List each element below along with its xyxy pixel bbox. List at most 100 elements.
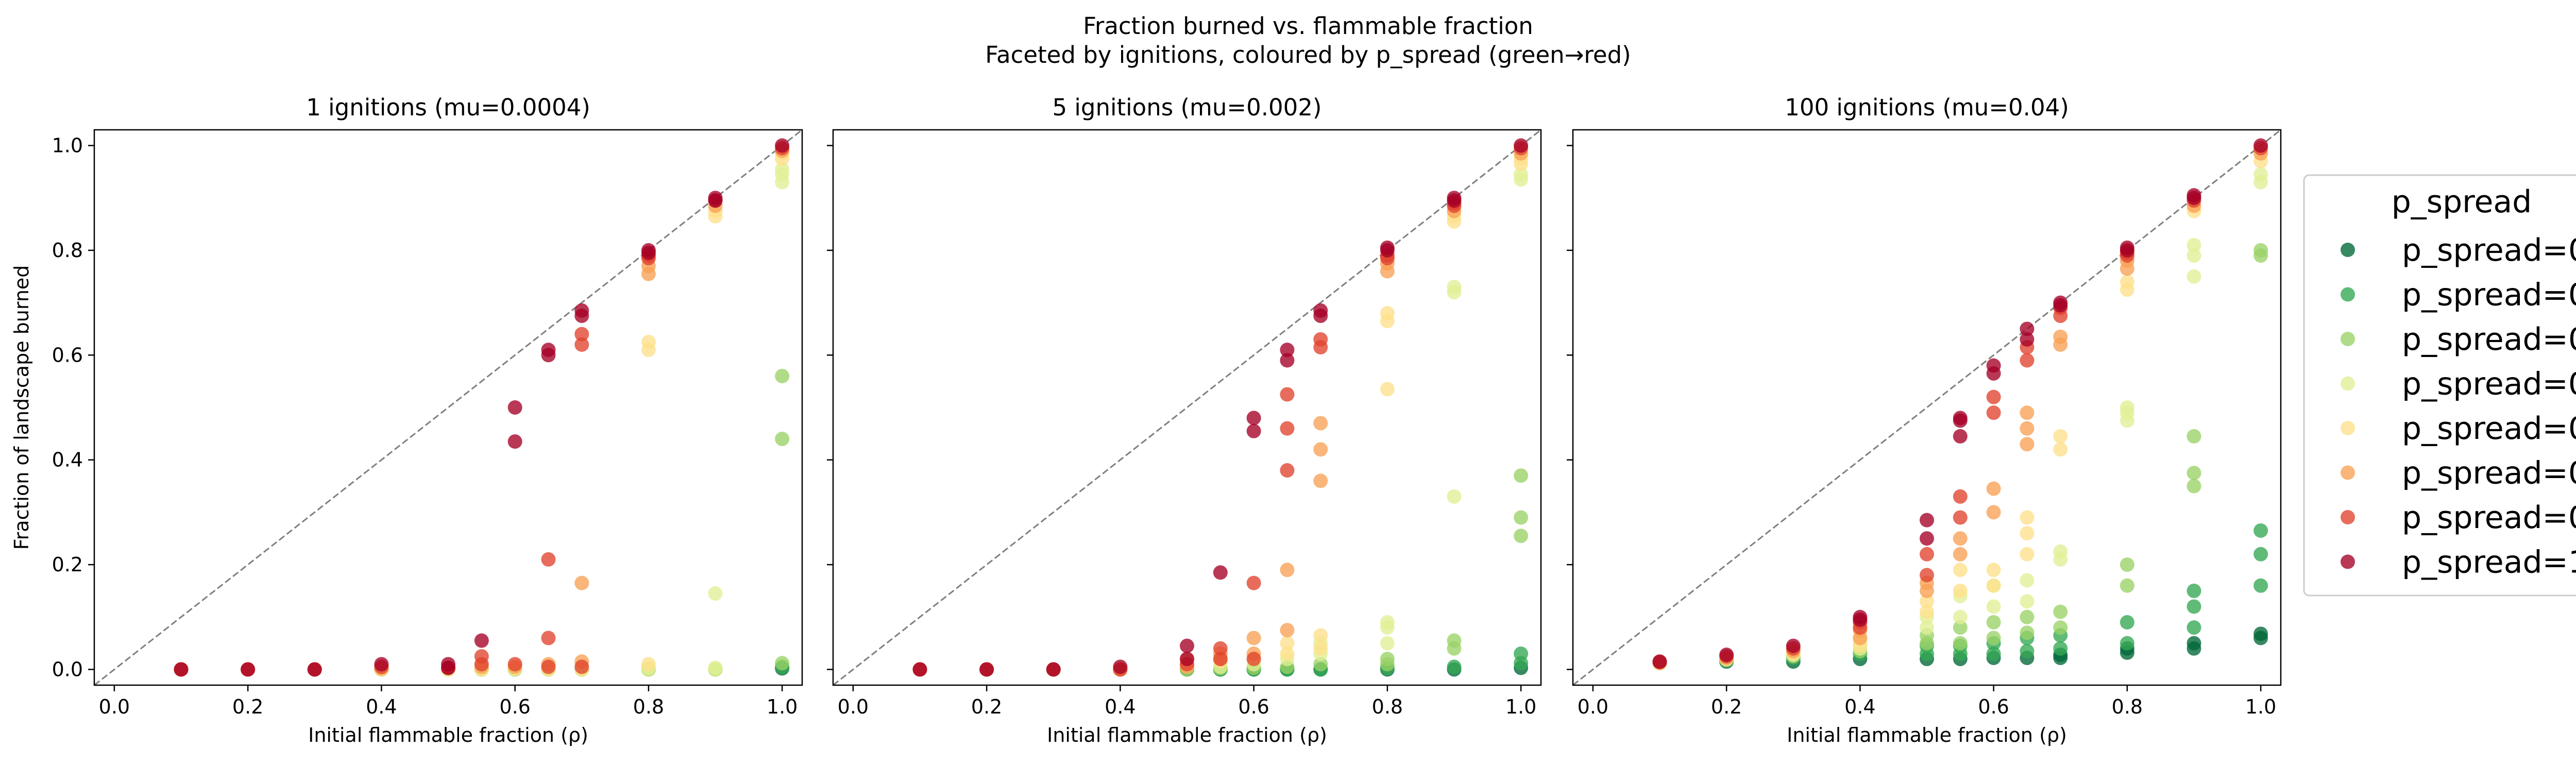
legend-marker (2341, 554, 2355, 569)
data-point (1953, 609, 1968, 624)
data-point (241, 662, 256, 677)
data-point (1213, 641, 1228, 656)
data-point (1953, 547, 1968, 562)
legend-entry: p_spread=0.4 (2341, 277, 2576, 313)
data-point (1180, 652, 1194, 667)
data-point (2020, 353, 2035, 368)
x-tick-label: 0.0 (99, 695, 130, 718)
data-point (1514, 138, 1529, 153)
panel-1: 0.0 0.2 0.4 0.6 0.8 1.0 0.0 0.2 0.4 0.6 0.8 1.0 1 ig… (10, 94, 803, 746)
legend-label: p_spread=0.3 (2402, 232, 2576, 268)
series-p1.0 (174, 138, 790, 677)
data-point (1953, 531, 1968, 546)
legend-entry: p_spread=0.5 (2341, 321, 2576, 358)
y-tick-label: 0.6 (52, 344, 83, 366)
data-point (1986, 631, 2001, 645)
data-point (1313, 641, 1328, 656)
series-p0.5 (1652, 243, 2268, 671)
data-point (574, 303, 589, 318)
x-tick-label: 0.4 (1844, 695, 1875, 718)
legend-label: p_spread=0.9 (2402, 500, 2576, 536)
data-point (1447, 280, 1462, 295)
data-point (1280, 463, 1295, 478)
data-point (1180, 638, 1194, 653)
series-p1.0 (1652, 138, 2268, 669)
data-point (2120, 557, 2134, 572)
legend-marker (2341, 287, 2355, 302)
data-point (1280, 353, 1295, 368)
data-point (1313, 303, 1328, 318)
data-point (474, 649, 489, 664)
data-point (2020, 609, 2035, 624)
data-point (1920, 531, 1934, 546)
data-point (1280, 636, 1295, 651)
legend-marker (2341, 376, 2355, 391)
x-tick-label: 0.2 (971, 695, 1002, 718)
axes-frame (832, 129, 1542, 686)
x-tick-label: 0.8 (633, 695, 664, 718)
data-point (1380, 636, 1395, 651)
reference-line (94, 129, 803, 686)
data-point (1953, 411, 1968, 426)
series-p0.8 (174, 143, 790, 677)
data-point (174, 662, 189, 677)
data-point (1313, 657, 1328, 672)
data-point (641, 657, 656, 672)
legend-label: p_spread=1.0 (2402, 545, 2576, 581)
data-point (1313, 416, 1328, 431)
data-point (1986, 599, 2001, 614)
legend-marker (2341, 243, 2355, 257)
data-point (1953, 429, 1968, 444)
data-point (2187, 248, 2201, 263)
data-point (2020, 510, 2035, 525)
data-point (2053, 544, 2068, 559)
y-tick-label: 0.2 (52, 553, 83, 576)
data-point (708, 586, 723, 601)
data-point (1113, 659, 1128, 674)
series-p0.7 (912, 151, 1529, 677)
data-point (1246, 423, 1261, 438)
data-point (2253, 138, 2268, 153)
data-point (1853, 609, 1868, 624)
x-tick-label: 0.8 (1372, 695, 1403, 718)
data-point (1313, 628, 1328, 643)
legend-marker (2341, 465, 2355, 480)
data-point (2253, 523, 2268, 538)
data-point (775, 368, 790, 383)
legend-entry: p_spread=1.0 (2341, 545, 2576, 581)
x-tick-label: 1.0 (767, 695, 798, 718)
legend-entry: p_spread=0.7 (2341, 411, 2576, 447)
data-point (2187, 269, 2201, 284)
data-point (2020, 421, 2035, 436)
legend-marker (2341, 510, 2355, 524)
data-point (2120, 274, 2134, 289)
reference-line (1572, 129, 2281, 686)
data-point (912, 662, 927, 677)
data-point (1986, 405, 2001, 420)
axes-frame (1572, 129, 2282, 686)
data-point (541, 631, 556, 645)
legend-entry: p_spread=0.6 (2341, 366, 2576, 402)
data-point (775, 656, 790, 671)
data-point (2187, 599, 2201, 614)
data-point (1246, 411, 1261, 426)
series-p0.5 (174, 368, 790, 677)
data-point (1246, 575, 1261, 590)
panel-title: 5 ignitions (mu=0.002) (1053, 94, 1322, 121)
legend-label: p_spread=0.6 (2402, 366, 2576, 402)
data-point (307, 662, 322, 677)
data-point (1953, 583, 1968, 598)
x-tick-label: 0.0 (1578, 695, 1608, 718)
data-point (574, 575, 589, 590)
x-tick-label: 0.6 (1238, 695, 1269, 718)
data-point (1280, 563, 1295, 577)
data-point (1046, 662, 1061, 677)
x-tick-label: 0.4 (366, 695, 397, 718)
data-point (441, 657, 455, 672)
data-point (1380, 615, 1395, 630)
data-point (1920, 547, 1934, 562)
data-point (1953, 620, 1968, 635)
data-point (2253, 578, 2268, 593)
x-tick-label: 0.0 (838, 695, 869, 718)
